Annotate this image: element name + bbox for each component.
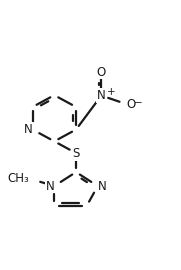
Text: N: N: [98, 180, 106, 193]
Text: N: N: [24, 123, 33, 136]
Text: N: N: [97, 89, 106, 102]
Text: +: +: [107, 87, 116, 97]
Text: O: O: [97, 66, 106, 79]
Text: CH₃: CH₃: [7, 172, 29, 185]
Text: −: −: [134, 98, 143, 108]
Text: O: O: [127, 98, 136, 111]
Text: S: S: [72, 147, 80, 160]
Text: N: N: [46, 180, 54, 193]
